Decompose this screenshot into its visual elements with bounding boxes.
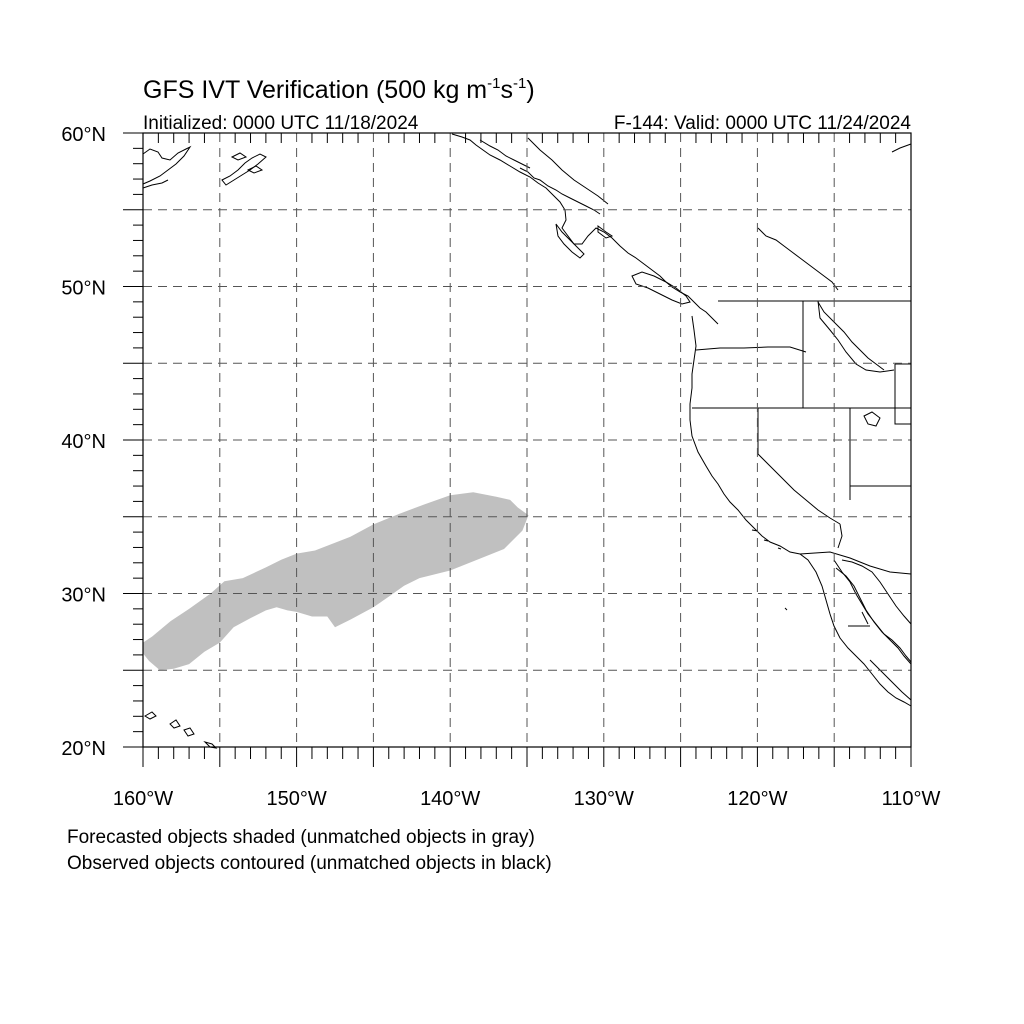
lon-label: 160°W <box>113 788 173 810</box>
graticule <box>143 133 911 747</box>
lon-label: 140°W <box>420 788 480 810</box>
map-title: GFS IVT Verification (500 kg m-1s-1) <box>143 75 535 104</box>
lat-label: 50°N <box>61 278 106 300</box>
coastlines <box>142 133 912 749</box>
lon-label: 110°W <box>882 788 941 810</box>
lat-label: 30°N <box>61 585 106 607</box>
caption-forecast: Forecasted objects shaded (unmatched obj… <box>67 827 535 848</box>
initialized-time: Initialized: 0000 UTC 11/18/2024 <box>143 113 419 134</box>
forecast-object-unmatched <box>143 492 529 671</box>
lon-label: 150°W <box>266 788 326 810</box>
latitude-labels: 60°N 50°N 40°N 30°N 20°N <box>61 124 106 760</box>
longitude-labels: 160°W 150°W 140°W 130°W 120°W 110°W <box>113 788 941 810</box>
axis-ticks <box>123 132 912 767</box>
political-borders <box>527 137 912 627</box>
lon-label: 120°W <box>727 788 787 810</box>
valid-time: F-144: Valid: 0000 UTC 11/24/2024 <box>614 113 912 134</box>
caption-observed: Observed objects contoured (unmatched ob… <box>67 853 552 874</box>
lat-label: 60°N <box>61 124 106 146</box>
lat-label: 40°N <box>61 431 106 453</box>
lat-label: 20°N <box>61 738 106 760</box>
map-frame <box>142 132 912 748</box>
lon-label: 130°W <box>574 788 634 810</box>
